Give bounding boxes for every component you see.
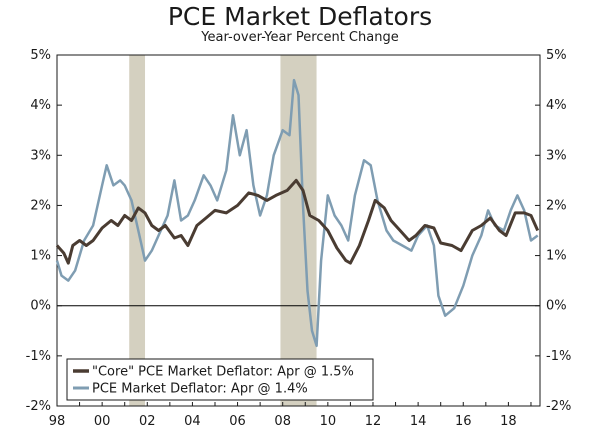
x-tick-label: 16 [455, 414, 472, 429]
y-tick-label-left: 4% [30, 98, 51, 113]
y-tick-label-right: -2% [546, 399, 571, 414]
x-tick-label: 10 [320, 414, 337, 429]
chart-title: PCE Market Deflators [167, 2, 433, 31]
chart-subtitle: Year-over-Year Percent Change [201, 30, 399, 45]
y-tick-label-right: 4% [546, 98, 567, 113]
x-tick-label: 06 [229, 414, 246, 429]
x-tick-label: 14 [410, 414, 427, 429]
y-tick-label-left: 0% [30, 299, 51, 314]
y-tick-label-right: 3% [546, 148, 567, 163]
plot-frame [56, 54, 541, 407]
y-tick-label-left: -2% [26, 399, 51, 414]
x-tick-label: 18 [500, 414, 517, 429]
y-tick-label-left: -1% [26, 349, 51, 364]
y-tick-label-left: 3% [30, 148, 51, 163]
y-tick-label-right: 5% [546, 48, 567, 63]
y-tick-label-right: 0% [546, 299, 567, 314]
x-tick-label: 12 [365, 414, 382, 429]
x-tick-label: 08 [274, 414, 291, 429]
x-tick-label: 00 [94, 414, 111, 429]
y-tick-label-left: 2% [30, 198, 51, 213]
x-tick-label: 04 [184, 414, 201, 429]
legend-box [66, 358, 374, 401]
x-tick-label: 02 [139, 414, 156, 429]
x-tick-label: 98 [49, 414, 66, 429]
y-tick-label-right: 2% [546, 198, 567, 213]
series-line-core-pce [55, 178, 540, 265]
y-tick-label-right: 1% [546, 249, 567, 264]
y-tick-label-left: 1% [30, 249, 51, 264]
legend-label-1: PCE Market Deflator: Apr @ 1.4% [92, 382, 308, 397]
legend-label-0: "Core" PCE Market Deflator: Apr @ 1.5% [92, 365, 354, 380]
y-tick-label-left: 5% [30, 48, 51, 63]
y-tick-label-right: -1% [546, 349, 571, 364]
